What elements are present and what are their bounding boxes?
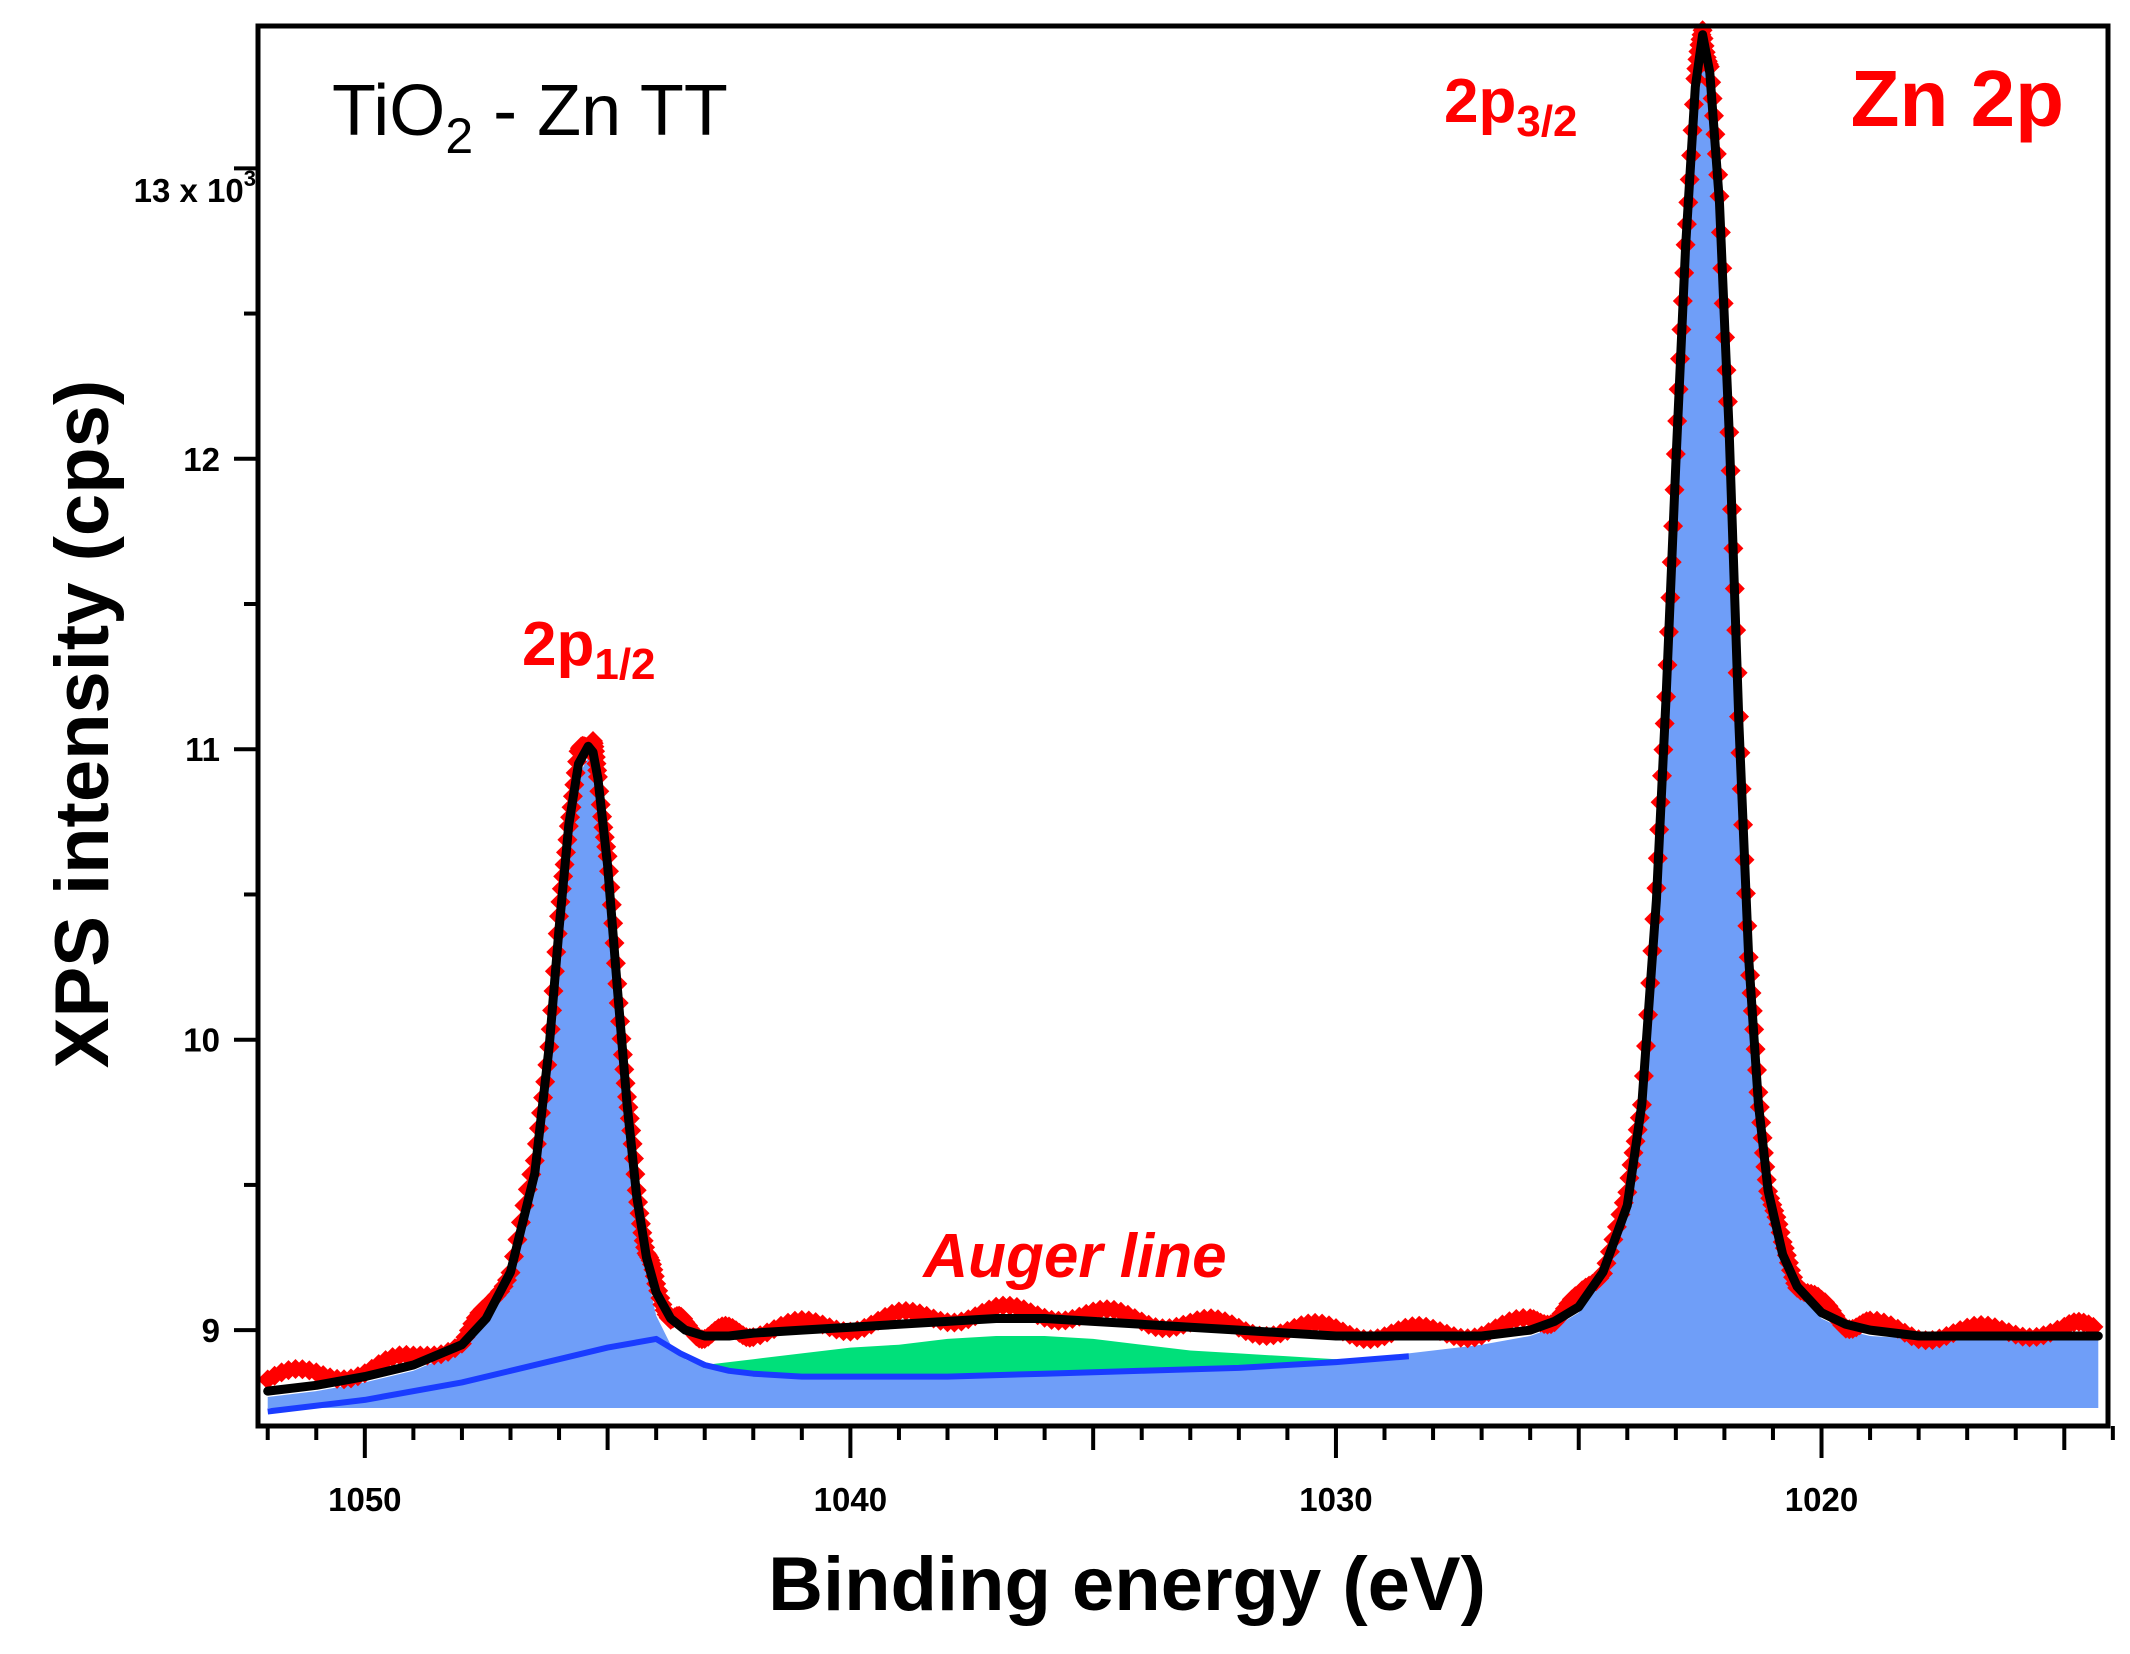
axis-tick-labels: 1050 1040 1030 1020 9 10 11 12 bbox=[183, 441, 1858, 1518]
peak-label-2p1-2: 2p1/2 bbox=[522, 610, 656, 689]
background-line bbox=[267, 1335, 1410, 1415]
x-tick-label: 1020 bbox=[1785, 1481, 1858, 1518]
y-multiplier-exponent: 3 bbox=[244, 166, 256, 191]
y-axis-title: XPS intensity (cps) bbox=[40, 380, 125, 1068]
y-tick-label: 9 bbox=[202, 1312, 220, 1349]
peak-label-2p3-2: 2p3/2 bbox=[1444, 67, 1578, 146]
sample-label-subscript: 2 bbox=[445, 108, 473, 164]
y-tick-label: 11 bbox=[185, 731, 220, 768]
fit-lines bbox=[263, 30, 2103, 1415]
x-tick-label: 1050 bbox=[328, 1481, 401, 1518]
sample-label-main: TiO bbox=[332, 71, 445, 151]
plot-frame bbox=[255, 23, 2111, 1429]
envelope-fit-line bbox=[263, 30, 2103, 1396]
x-tick-label: 1030 bbox=[1299, 1481, 1372, 1518]
peak-label-2p3-2-main: 2p bbox=[1444, 67, 1516, 136]
x-axis-title: Binding energy (eV) bbox=[768, 1542, 1486, 1627]
y-multiplier-label: 13 x 103 bbox=[134, 166, 256, 209]
region-label: Zn 2p bbox=[1851, 54, 2064, 143]
zn-2p-component-area bbox=[267, 40, 2099, 1408]
y-tick-label: 10 bbox=[183, 1022, 220, 1059]
component-fills bbox=[267, 40, 2099, 1408]
auger-line-label: Auger line bbox=[921, 1222, 1226, 1291]
y-tick-label: 12 bbox=[183, 441, 220, 478]
axis-ticks bbox=[234, 166, 2115, 1458]
y-multiplier-base: 13 x 10 bbox=[134, 172, 244, 209]
peak-label-2p1-2-subscript: 1/2 bbox=[594, 640, 655, 689]
sample-label: TiO2 - Zn TT bbox=[332, 71, 728, 164]
sample-label-rest: - Zn TT bbox=[473, 71, 728, 151]
x-tick-label: 1040 bbox=[814, 1481, 887, 1518]
peak-label-2p3-2-subscript: 3/2 bbox=[1516, 97, 1577, 146]
auger-component-area bbox=[704, 1336, 1336, 1377]
peak-label-2p1-2-main: 2p bbox=[522, 610, 594, 679]
